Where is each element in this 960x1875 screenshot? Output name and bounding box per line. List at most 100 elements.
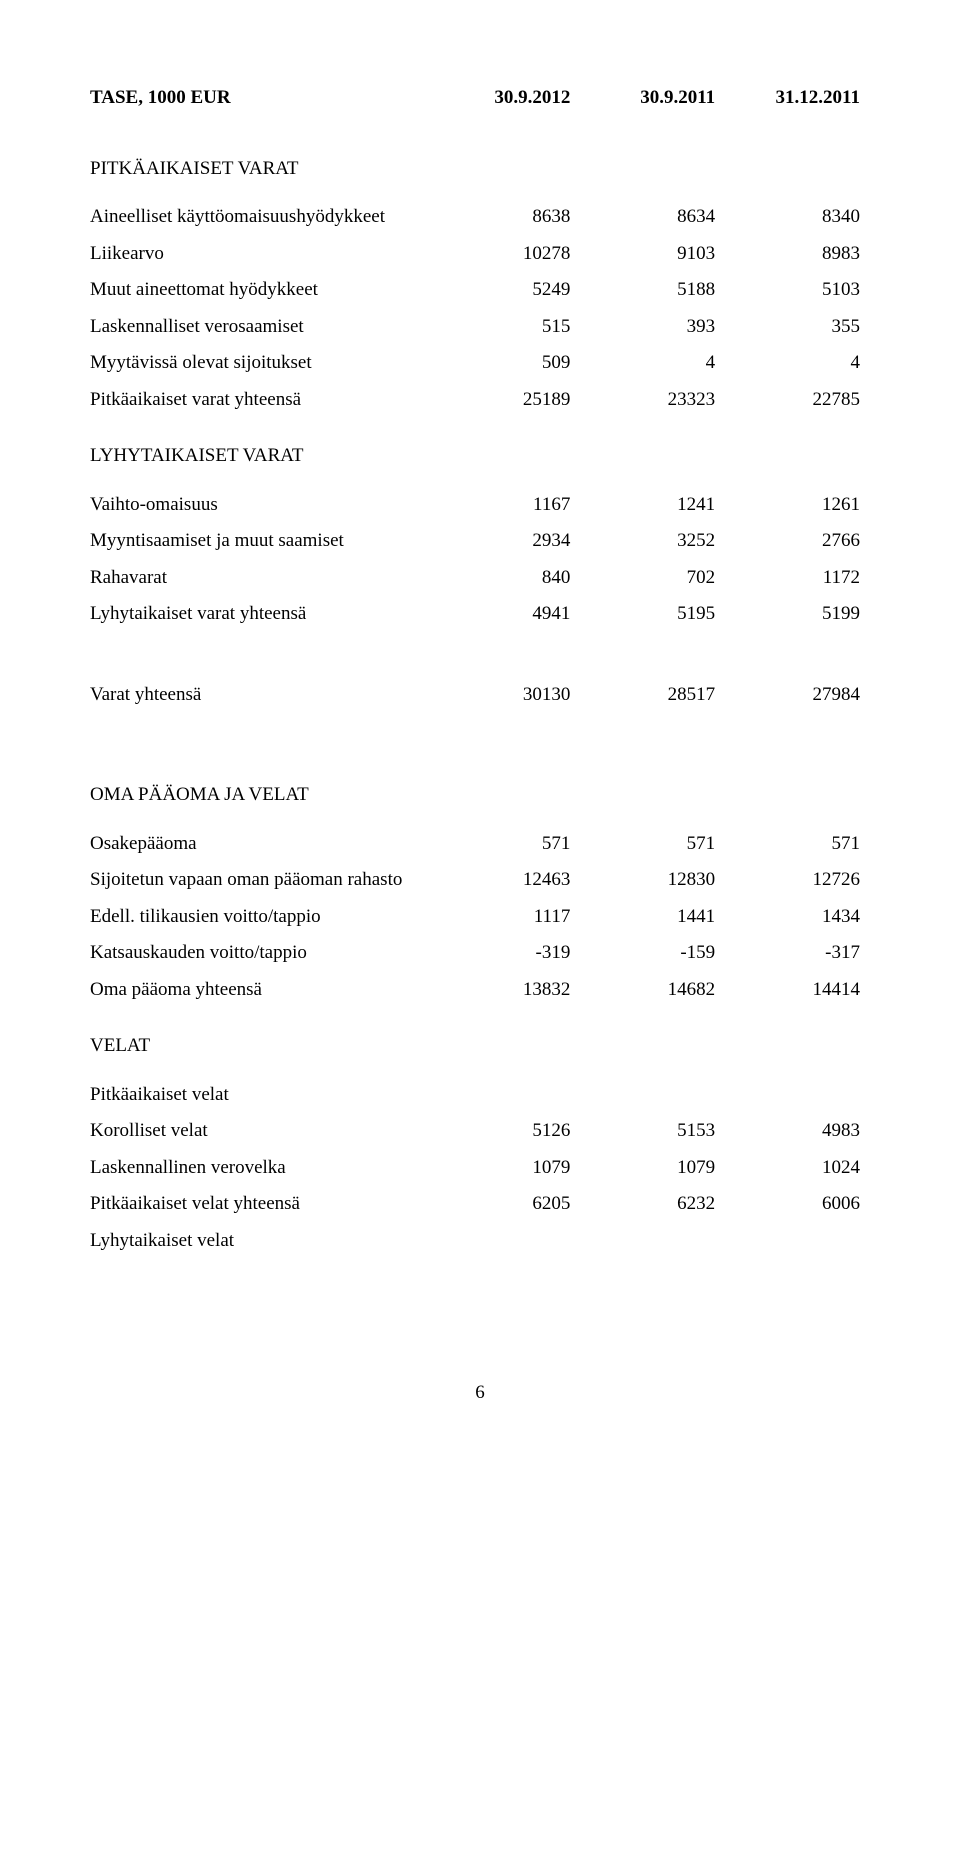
row-value: 515 [436, 309, 581, 346]
row-value: 1261 [725, 487, 870, 524]
header-title: TASE, 1000 EUR [90, 80, 436, 131]
row-value: 12726 [725, 862, 870, 899]
row-value: 1434 [725, 899, 870, 936]
row-label: Edell. tilikausien voitto/tappio [90, 899, 436, 936]
row-value: 1167 [436, 487, 581, 524]
row-label: Liikearvo [90, 236, 436, 273]
section-pitkavarat: PITKÄAIKAISET VARAT [90, 131, 870, 200]
row-value: 1024 [725, 1150, 870, 1187]
table-row: Oma pääoma yhteensä 13832 14682 14414 [90, 972, 870, 1009]
row-value: 1172 [725, 560, 870, 597]
row-value: 6006 [725, 1186, 870, 1223]
row-label: Korolliset velat [90, 1113, 436, 1150]
section-velat: VELAT [90, 1008, 870, 1077]
row-value: 393 [580, 309, 725, 346]
table-row: Pitkäaikaiset varat yhteensä 25189 23323… [90, 382, 870, 419]
page-number: 6 [90, 1379, 870, 1408]
table-row: Rahavarat 840 702 1172 [90, 560, 870, 597]
row-label: Varat yhteensä [90, 677, 436, 714]
table-row: Katsauskauden voitto/tappio -319 -159 -3… [90, 935, 870, 972]
section-label: Lyhytaikaiset velat [90, 1223, 436, 1260]
row-value: 6232 [580, 1186, 725, 1223]
row-value: 5249 [436, 272, 581, 309]
table-row-varat-yhteensa: Varat yhteensä 30130 28517 27984 [90, 677, 870, 714]
row-label: Vaihto-omaisuus [90, 487, 436, 524]
section-lyhyt-velat: Lyhytaikaiset velat [90, 1223, 870, 1260]
row-value: 571 [436, 826, 581, 863]
row-label: Pitkäaikaiset varat yhteensä [90, 382, 436, 419]
spacer-row [90, 713, 870, 757]
row-label: Lyhytaikaiset varat yhteensä [90, 596, 436, 633]
row-value: 4983 [725, 1113, 870, 1150]
table-row: Sijoitetun vapaan oman pääoman rahasto 1… [90, 862, 870, 899]
table-row: Laskennalliset verosaamiset 515 393 355 [90, 309, 870, 346]
row-value: 5153 [580, 1113, 725, 1150]
table-row: Aineelliset käyttöomaisuushyödykkeet 863… [90, 199, 870, 236]
row-label: Myyntisaamiset ja muut saamiset [90, 523, 436, 560]
row-value: 30130 [436, 677, 581, 714]
row-label: Pitkäaikaiset velat yhteensä [90, 1186, 436, 1223]
table-row: Myyntisaamiset ja muut saamiset 2934 325… [90, 523, 870, 560]
row-label: Sijoitetun vapaan oman pääoman rahasto [90, 862, 436, 899]
row-value: 28517 [580, 677, 725, 714]
row-value: 355 [725, 309, 870, 346]
row-value: 9103 [580, 236, 725, 273]
row-value: 14414 [725, 972, 870, 1009]
row-value: 8638 [436, 199, 581, 236]
row-value: 14682 [580, 972, 725, 1009]
table-row: Vaihto-omaisuus 1167 1241 1261 [90, 487, 870, 524]
row-label: Laskennallinen verovelka [90, 1150, 436, 1187]
table-row: Edell. tilikausien voitto/tappio 1117 14… [90, 899, 870, 936]
row-label: Osakepääoma [90, 826, 436, 863]
row-label: Katsauskauden voitto/tappio [90, 935, 436, 972]
row-value: 571 [725, 826, 870, 863]
section-label: OMA PÄÄOMA JA VELAT [90, 757, 436, 826]
table-row: Myytävissä olevat sijoitukset 509 4 4 [90, 345, 870, 382]
section-label: VELAT [90, 1008, 436, 1077]
row-value: 27984 [725, 677, 870, 714]
row-value: 1079 [580, 1150, 725, 1187]
row-value: 571 [580, 826, 725, 863]
row-value: 23323 [580, 382, 725, 419]
row-label: Laskennalliset verosaamiset [90, 309, 436, 346]
header-col2: 30.9.2011 [580, 80, 725, 131]
table-row: Laskennallinen verovelka 1079 1079 1024 [90, 1150, 870, 1187]
row-value: 702 [580, 560, 725, 597]
spacer-row [90, 633, 870, 677]
row-value: 22785 [725, 382, 870, 419]
row-value: -319 [436, 935, 581, 972]
table-row: Muut aineettomat hyödykkeet 5249 5188 51… [90, 272, 870, 309]
table-row: Korolliset velat 5126 5153 4983 [90, 1113, 870, 1150]
section-lyhytvarat: LYHYTAIKAISET VARAT [90, 418, 870, 487]
row-label: Rahavarat [90, 560, 436, 597]
row-value: 1441 [580, 899, 725, 936]
row-value: 8983 [725, 236, 870, 273]
table-row: Lyhytaikaiset varat yhteensä 4941 5195 5… [90, 596, 870, 633]
row-value: -317 [725, 935, 870, 972]
row-value: 2934 [436, 523, 581, 560]
row-value: 5126 [436, 1113, 581, 1150]
section-label: LYHYTAIKAISET VARAT [90, 418, 436, 487]
balance-sheet-table: TASE, 1000 EUR 30.9.2012 30.9.2011 31.12… [90, 80, 870, 1259]
row-value: 5195 [580, 596, 725, 633]
row-value: 8634 [580, 199, 725, 236]
row-value: 6205 [436, 1186, 581, 1223]
row-value: 5188 [580, 272, 725, 309]
row-value: 509 [436, 345, 581, 382]
row-value: 4941 [436, 596, 581, 633]
row-label: Muut aineettomat hyödykkeet [90, 272, 436, 309]
row-value: 5199 [725, 596, 870, 633]
section-label: PITKÄAIKAISET VARAT [90, 131, 436, 200]
row-value: 5103 [725, 272, 870, 309]
row-value: 4 [725, 345, 870, 382]
row-value: 1079 [436, 1150, 581, 1187]
row-value: 1117 [436, 899, 581, 936]
table-row: Liikearvo 10278 9103 8983 [90, 236, 870, 273]
row-label: Aineelliset käyttöomaisuushyödykkeet [90, 199, 436, 236]
row-value: 4 [580, 345, 725, 382]
header-col3: 31.12.2011 [725, 80, 870, 131]
row-value: 8340 [725, 199, 870, 236]
header-col1: 30.9.2012 [436, 80, 581, 131]
section-pitka-velat: Pitkäaikaiset velat [90, 1077, 870, 1114]
row-label: Myytävissä olevat sijoitukset [90, 345, 436, 382]
